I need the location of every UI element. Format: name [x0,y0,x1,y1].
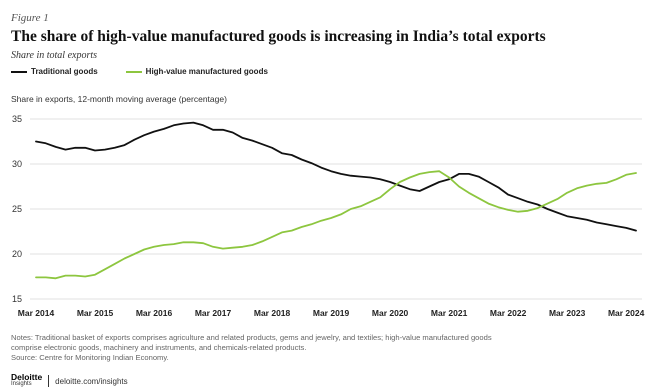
series-line-traditional [35,121,637,232]
brand-logo: Deloitte Insights [11,372,43,388]
legend-swatch-traditional [11,70,27,73]
legend-label-high-value: High-value manufactured goods [145,67,268,76]
footer-divider [48,375,50,387]
x-tick-label: Mar 2016 [136,308,173,318]
y-tick-label: 25 [12,204,22,214]
gridlines [30,118,642,300]
legend-swatch-high-value [125,70,142,73]
source-line: Source: Centre for Monitoring Indian Eco… [11,353,169,362]
x-tick-label: Mar 2020 [372,308,409,318]
legend-label-traditional: Traditional goods [31,67,98,76]
y-tick-label: 15 [12,294,22,304]
y-tick-label: 20 [12,249,22,259]
footer: Deloitte Insights deloitte.com/insights [11,372,128,388]
brand-sub: Insights [11,381,32,387]
line-chart: Share in exports, 12-month moving averag… [11,94,645,318]
footer-url[interactable]: deloitte.com/insights [55,376,128,386]
notes-line-2: comprise electronic goods, machinery and… [11,343,307,352]
x-tick-label: Mar 2019 [313,308,350,318]
chart-subtitle: Share in total exports [11,50,98,61]
figure-label: Figure 1 [11,12,49,24]
series-lines [35,121,637,280]
x-tick-label: Mar 2021 [431,308,468,318]
y-tick-label: 30 [12,159,22,169]
x-tick-label: Mar 2018 [254,308,291,318]
series-line-high-value [35,170,637,280]
y-axis-ticks: 15 20 25 30 35 [12,114,22,304]
legend-item-traditional: Traditional goods [11,67,98,76]
x-axis-ticks: Mar 2014 Mar 2015 Mar 2016 Mar 2017 Mar 2018… [18,308,645,318]
x-tick-label: Mar 2022 [490,308,527,318]
x-tick-label: Mar 2023 [549,308,586,318]
notes-line-1: Notes: Traditional basket of exports com… [11,333,492,342]
y-tick-label: 35 [12,114,22,124]
y-axis-label: Share in exports, 12-month moving averag… [11,94,227,104]
x-tick-label: Mar 2014 [18,308,55,318]
notes: Notes: Traditional basket of exports com… [11,333,643,363]
x-tick-label: Mar 2024 [608,308,645,318]
brand-name: Deloitte [11,372,43,382]
legend-item-high-value: High-value manufactured goods [125,67,268,76]
x-tick-label: Mar 2015 [77,308,114,318]
x-tick-label: Mar 2017 [195,308,232,318]
legend: Traditional goods High-value manufacture… [11,67,296,76]
chart-title: The share of high-value manufactured goo… [11,28,546,45]
